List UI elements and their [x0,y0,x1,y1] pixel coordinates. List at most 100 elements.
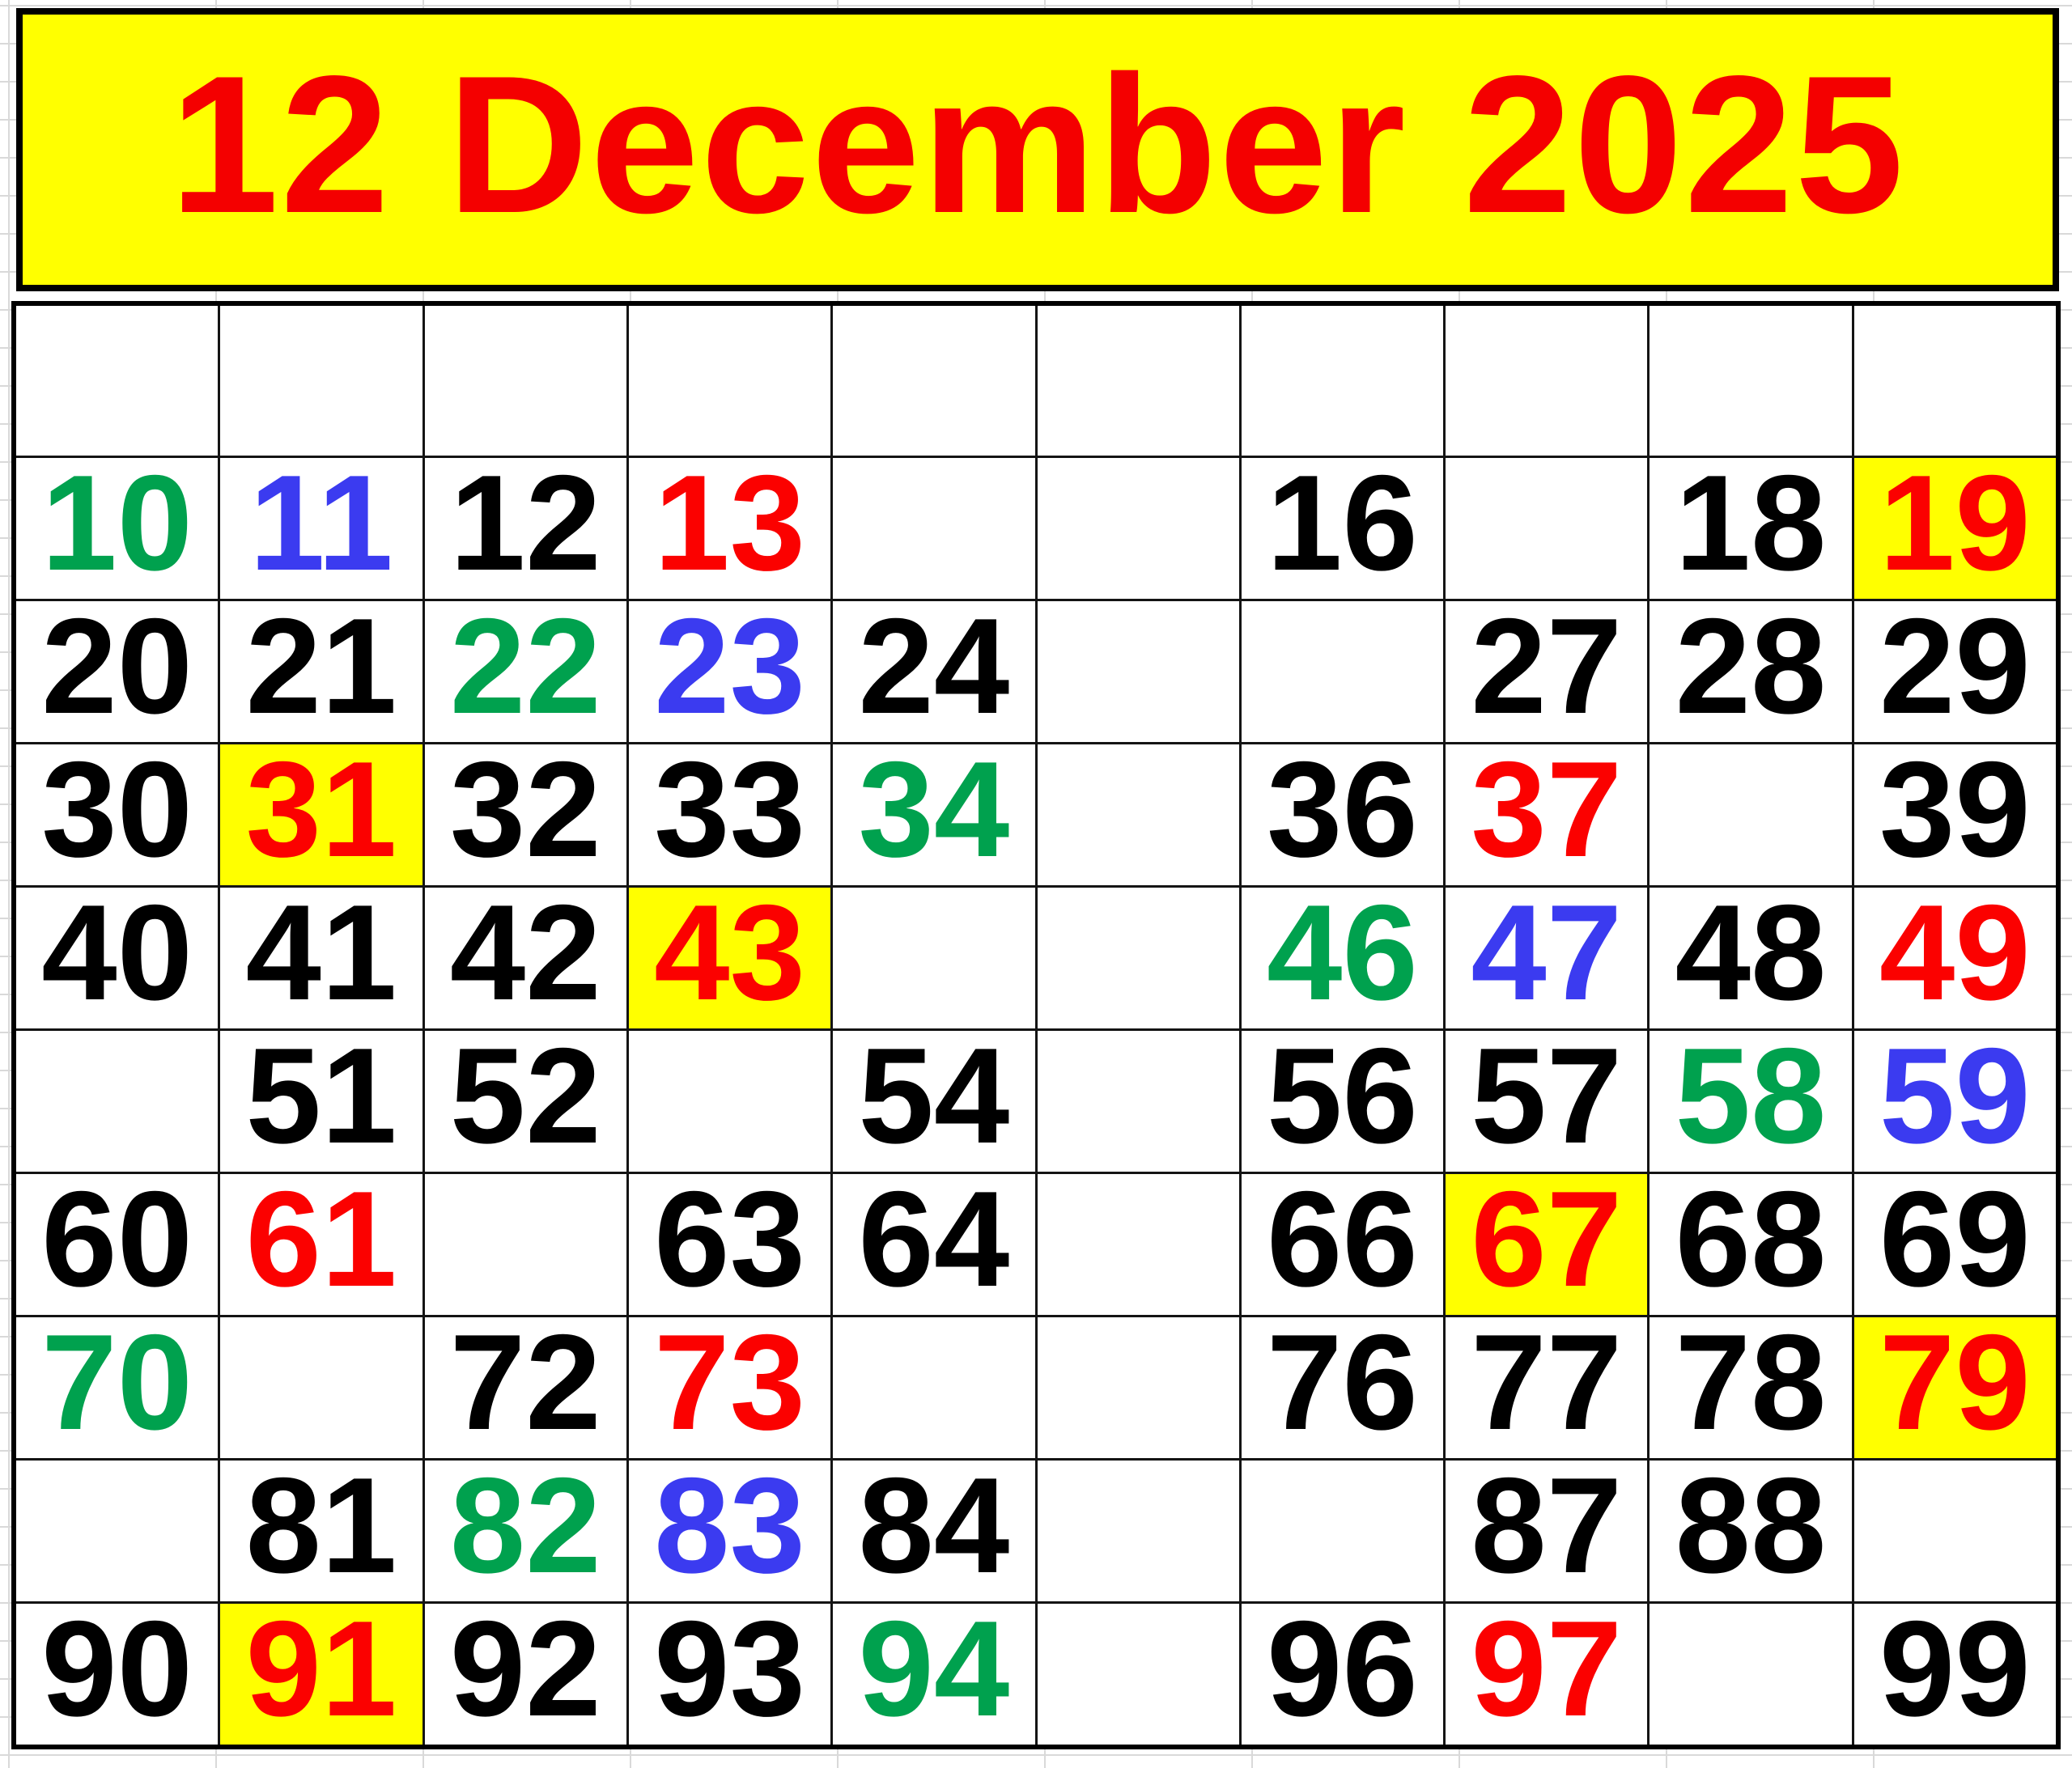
empty-cell [424,306,626,456]
cell-68: 68 [1650,1174,1852,1315]
cell-29: 29 [1853,601,2056,742]
cell-87: 87 [1446,1461,1648,1601]
empty-cell [833,306,1035,456]
empty-cell [1037,1317,1239,1458]
cell-99: 99 [1853,1604,2056,1745]
cell-40: 40 [16,888,219,1028]
cell-10: 10 [16,458,219,599]
empty-cell [833,888,1035,1028]
cell-67: 67 [1446,1174,1648,1315]
empty-cell [1241,1461,1444,1601]
cell-92: 92 [424,1604,626,1745]
empty-cell [833,1317,1035,1458]
cell-11: 11 [220,458,422,599]
cell-32: 32 [424,744,626,885]
empty-cell [833,458,1035,599]
cell-60: 60 [16,1174,219,1315]
cell-37: 37 [1446,744,1648,885]
cell-90: 90 [16,1604,219,1745]
empty-cell [628,1031,831,1172]
cell-93: 93 [628,1604,831,1745]
cell-73: 73 [628,1317,831,1458]
cell-54: 54 [833,1031,1035,1172]
cell-23: 23 [628,601,831,742]
cell-31: 31 [220,744,422,885]
cell-69: 69 [1853,1174,2056,1315]
cell-47: 47 [1446,888,1648,1028]
cell-22: 22 [424,601,626,742]
cell-61: 61 [220,1174,422,1315]
empty-cell [1037,888,1239,1028]
cell-21: 21 [220,601,422,742]
cell-96: 96 [1241,1604,1444,1745]
cell-42: 42 [424,888,626,1028]
empty-cell [1650,306,1852,456]
cell-39: 39 [1853,744,2056,885]
cell-66: 66 [1241,1174,1444,1315]
empty-cell [424,1174,626,1315]
cell-91: 91 [220,1604,422,1745]
empty-cell [1037,1604,1239,1745]
cell-64: 64 [833,1174,1035,1315]
cell-76: 76 [1241,1317,1444,1458]
empty-cell [1037,601,1239,742]
empty-cell [1853,306,2056,456]
empty-cell [1037,1461,1239,1601]
cell-36: 36 [1241,744,1444,885]
cell-51: 51 [220,1031,422,1172]
cell-49: 49 [1853,888,2056,1028]
cell-84: 84 [833,1461,1035,1601]
date-text: 12 December 2025 [169,36,1906,254]
cell-18: 18 [1650,458,1852,599]
cell-27: 27 [1446,601,1648,742]
cell-56: 56 [1241,1031,1444,1172]
cell-19: 19 [1853,458,2056,599]
cell-77: 77 [1446,1317,1648,1458]
empty-cell [16,306,219,456]
cell-88: 88 [1650,1461,1852,1601]
cell-16: 16 [1241,458,1444,599]
cell-82: 82 [424,1461,626,1601]
cell-83: 83 [628,1461,831,1601]
empty-cell [220,306,422,456]
cell-33: 33 [628,744,831,885]
cell-97: 97 [1446,1604,1648,1745]
cell-78: 78 [1650,1317,1852,1458]
empty-cell [1241,601,1444,742]
cell-41: 41 [220,888,422,1028]
empty-cell [1037,306,1239,456]
empty-cell [1037,1031,1239,1172]
empty-cell [1446,306,1648,456]
cell-58: 58 [1650,1031,1852,1172]
cell-13: 13 [628,458,831,599]
cell-79: 79 [1853,1317,2056,1458]
empty-cell [1037,1174,1239,1315]
cell-63: 63 [628,1174,831,1315]
empty-cell [220,1317,422,1458]
cell-20: 20 [16,601,219,742]
cell-12: 12 [424,458,626,599]
cell-59: 59 [1853,1031,2056,1172]
cell-34: 34 [833,744,1035,885]
number-grid: 10 11 12 13 16 18 19 20 21 22 23 24 27 28 29 30 31 32 33 34… [11,301,2061,1749]
empty-cell [1037,458,1239,599]
cell-30: 30 [16,744,219,885]
cell-46: 46 [1241,888,1444,1028]
cell-72: 72 [424,1317,626,1458]
empty-cell [1037,744,1239,885]
cell-52: 52 [424,1031,626,1172]
empty-cell [1446,458,1648,599]
cell-28: 28 [1650,601,1852,742]
cell-24: 24 [833,601,1035,742]
empty-cell [628,306,831,456]
empty-cell [1241,306,1444,456]
empty-cell [1853,1461,2056,1601]
empty-cell [1650,1604,1852,1745]
cell-48: 48 [1650,888,1852,1028]
cell-81: 81 [220,1461,422,1601]
date-banner: 12 December 2025 [16,8,2059,291]
cell-94: 94 [833,1604,1035,1745]
empty-cell [1650,744,1852,885]
empty-cell [16,1031,219,1172]
empty-cell [16,1461,219,1601]
